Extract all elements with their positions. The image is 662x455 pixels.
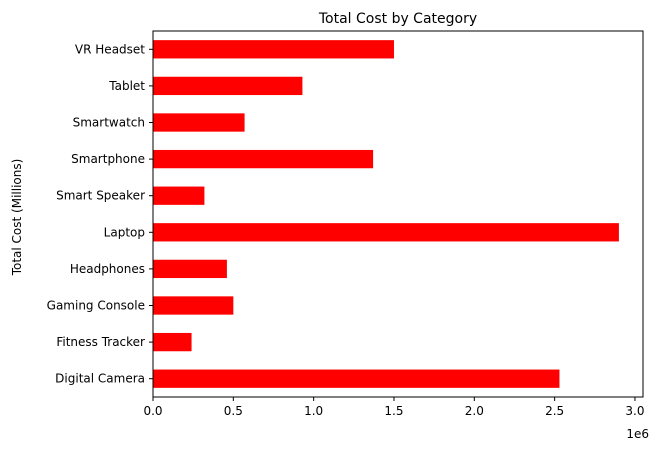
bar-vr-headset [153,40,394,59]
x-axis-offset-label: 1e6 [626,427,649,441]
bar-fitness-tracker [153,332,192,352]
y-axis-label: Total Cost (Millions) [10,159,24,277]
y-tick-label: Smart Speaker [56,189,145,203]
bar-headphones [153,259,227,279]
x-tick-label: 1.5 [384,404,403,418]
y-tick-label: Gaming Console [47,299,145,313]
x-tick-label: 0.0 [143,404,162,418]
plot-frame [152,30,644,398]
y-tick-label: Fitness Tracker [56,335,145,349]
y-tick-label: Digital Camera [55,372,145,386]
x-tick-label: 3.0 [625,404,644,418]
x-tick-label: 1.0 [304,404,323,418]
axes-layer: Digital Camera Fitness Tracker Gaming Cons… [47,30,645,418]
y-tick-label: Headphones [70,262,145,276]
x-tick-label: 0.5 [224,404,243,418]
bar-smart-speaker [153,186,205,205]
y-tick-label: Smartphone [71,152,145,166]
x-tick-label: 2.5 [545,404,564,418]
y-tick-label: Laptop [104,225,145,239]
bars-layer [153,40,619,388]
chart-title: Total Cost by Category [318,11,477,27]
y-tick-label: Smartwatch [73,116,145,130]
x-tick-label: 2.0 [465,404,484,418]
bar-smartwatch [153,113,245,132]
y-tick-label: Tablet [108,79,145,93]
bar-tablet [153,76,303,96]
bar-gaming-console [153,296,234,315]
bar-laptop [153,223,619,242]
y-tick-label: VR Headset [75,42,145,56]
bar-digital-camera [153,369,560,388]
bar-smartphone [153,149,374,169]
